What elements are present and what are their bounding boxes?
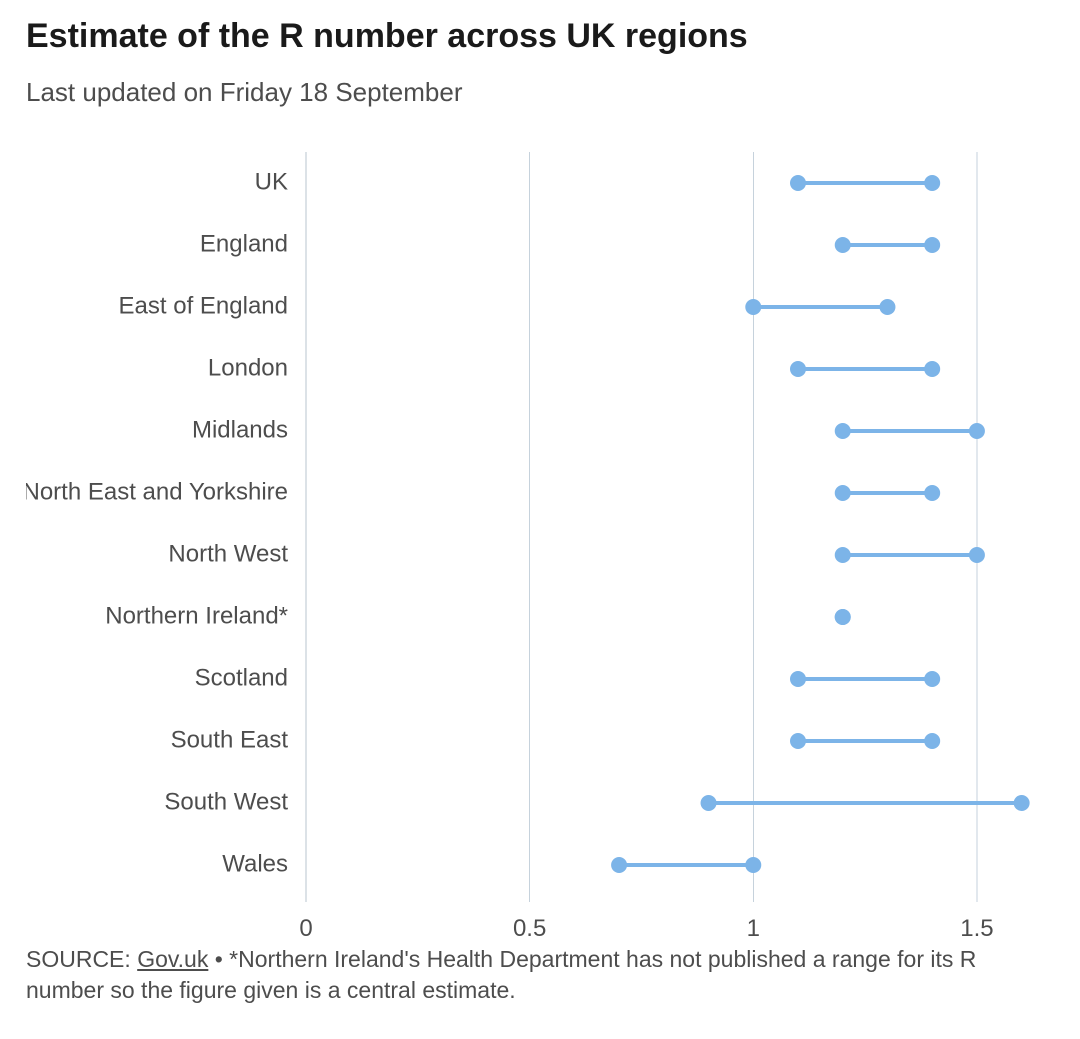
category-label: Scotland [195, 664, 288, 691]
range-marker-high [924, 485, 940, 501]
range-marker-low [835, 547, 851, 563]
source-link[interactable]: Gov.uk [137, 946, 208, 972]
range-marker-high [924, 175, 940, 191]
range-marker-high [924, 361, 940, 377]
range-marker-high [969, 547, 985, 563]
range-marker-low [790, 361, 806, 377]
range-marker-high [924, 671, 940, 687]
chart-footer: SOURCE: Gov.uk • *Northern Ireland's Hea… [26, 944, 1054, 1006]
category-label: UK [255, 168, 288, 195]
range-marker-low [790, 733, 806, 749]
category-label: North West [168, 540, 288, 567]
range-marker-low [790, 671, 806, 687]
x-axis-tick-label: 1 [747, 915, 760, 938]
dumbbell-chart-svg: 0 0.5 1 1.5 UK England East of England London Mi… [26, 138, 1054, 938]
category-label: South West [164, 788, 288, 815]
range-marker-low [835, 237, 851, 253]
category-label: Northern Ireland* [105, 602, 288, 629]
range-marker-high [969, 423, 985, 439]
x-axis-tick-label: 0.5 [513, 915, 546, 938]
range-marker-high [1014, 795, 1030, 811]
category-label: North East and Yorkshire [26, 478, 288, 505]
range-marker-high [924, 237, 940, 253]
source-label: SOURCE: [26, 946, 137, 972]
range-marker-high [879, 299, 895, 315]
x-axis-tick-label: 1.5 [960, 915, 993, 938]
category-label: East of England [119, 292, 288, 319]
category-label: South East [171, 726, 289, 753]
range-marker-high [745, 857, 761, 873]
range-marker-low [790, 175, 806, 191]
chart-card: Estimate of the R number across UK regio… [0, 0, 1080, 1039]
category-label: Midlands [192, 416, 288, 443]
range-marker-low [701, 795, 717, 811]
x-axis-tick-label: 0 [299, 915, 312, 938]
range-marker-low [835, 423, 851, 439]
range-marker-high [835, 609, 851, 625]
range-marker-high [924, 733, 940, 749]
chart-subtitle: Last updated on Friday 18 September [26, 77, 1054, 108]
category-label: England [200, 230, 288, 257]
category-label: Wales [222, 850, 288, 877]
chart-area: 0 0.5 1 1.5 UK England East of England London Mi… [26, 138, 1054, 938]
category-label: London [208, 354, 288, 381]
range-marker-low [835, 485, 851, 501]
range-marker-low [611, 857, 627, 873]
range-marker-low [745, 299, 761, 315]
chart-title: Estimate of the R number across UK regio… [26, 16, 1054, 57]
